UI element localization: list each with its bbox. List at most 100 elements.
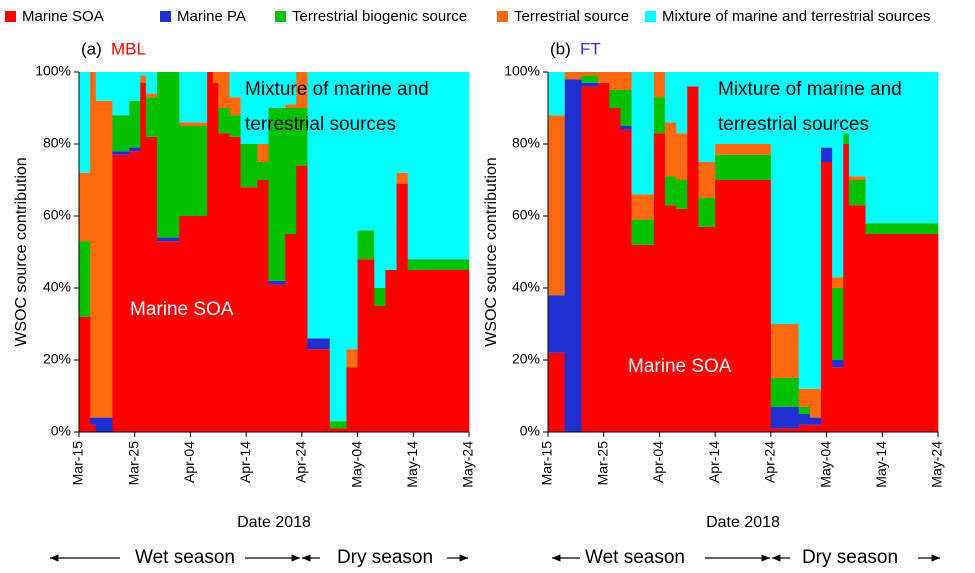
area-segment (770, 428, 800, 432)
area-segment (676, 133, 688, 180)
area-segment (620, 129, 632, 432)
legend-swatch (5, 11, 16, 22)
panel-label: (a) (81, 39, 102, 58)
area-segment (268, 280, 286, 285)
area-segment (770, 72, 800, 324)
area-segment (848, 180, 866, 206)
annotation: Mixture of marine and (245, 79, 429, 100)
area-segment (798, 406, 811, 414)
area-segment (665, 205, 677, 432)
area-segment (620, 90, 632, 126)
area-segment (112, 154, 130, 433)
area-segment (112, 151, 130, 155)
area-segment (329, 72, 347, 422)
area-segment (346, 367, 358, 432)
area-segment (770, 406, 800, 429)
y-tick-label: 20% (512, 351, 540, 367)
area-segment (798, 72, 811, 389)
area-segment (832, 277, 844, 288)
area-segment (112, 115, 130, 152)
legend-label: Mixture of marine and terrestrial source… (662, 8, 930, 25)
area-segment (865, 223, 939, 234)
area-segment (715, 72, 772, 144)
annotation: terrestrial sources (245, 114, 396, 135)
area-segment (357, 72, 375, 231)
x-tick-label: May-24 (929, 441, 945, 488)
area-segment (79, 172, 91, 242)
y-tick-label: 40% (512, 279, 540, 295)
y-axis-label: WSOC source contribution (13, 157, 30, 346)
area-segment (346, 349, 358, 368)
area-segment (129, 72, 141, 101)
x-tick-label: May-14 (873, 441, 889, 488)
area-segment (798, 388, 811, 407)
area-segment (285, 104, 297, 108)
area-segment (598, 82, 610, 433)
y-tick-label: 0% (520, 423, 540, 439)
area-segment (581, 86, 599, 433)
area-segment (296, 108, 308, 166)
area-segment (95, 417, 113, 432)
area-segment (698, 226, 716, 432)
area-segment (212, 72, 219, 83)
area-segment (79, 241, 91, 317)
area-segment (653, 72, 666, 98)
area-segment (385, 72, 397, 270)
area-segment (687, 72, 699, 87)
area-segment (296, 72, 308, 108)
area-segment (257, 180, 269, 432)
area-segment (665, 176, 677, 206)
area-segment (112, 72, 130, 116)
area-segment (609, 108, 621, 432)
area-segment (665, 72, 677, 123)
x-tick-label: Apr-24 (293, 441, 309, 483)
legend-label: Marine SOA (22, 8, 104, 25)
area-segment (179, 216, 208, 432)
area-segment (129, 147, 141, 152)
area-segment (715, 154, 772, 180)
area-segment (285, 108, 297, 234)
area-segment (548, 352, 566, 432)
x-tick-label: Apr-04 (650, 441, 666, 483)
legend-swatch (160, 11, 171, 22)
area-segment (145, 97, 158, 137)
area-segment (374, 288, 386, 306)
annotation: terrestrial sources (718, 114, 869, 135)
area-segment (676, 208, 688, 432)
panel-title: FT (580, 39, 601, 58)
area-segment (631, 72, 655, 195)
area-segment (848, 205, 866, 432)
legend-swatch (275, 11, 286, 22)
area-segment (809, 388, 822, 418)
area-segment (268, 284, 286, 432)
area-segment (268, 72, 286, 108)
area-segment (832, 367, 844, 432)
area-segment (620, 72, 632, 90)
area-segment (631, 194, 655, 220)
area-segment (396, 183, 409, 432)
area-segment (407, 72, 470, 260)
x-tick-label: Apr-14 (237, 441, 253, 483)
area-segment (268, 108, 286, 281)
area-segment (821, 162, 833, 432)
area-segment (698, 162, 716, 198)
area-segment (687, 86, 699, 433)
area-segment (832, 72, 844, 278)
area-segment (140, 72, 147, 76)
area-segment (129, 151, 141, 432)
area-segment (798, 424, 811, 432)
area-segment (620, 126, 632, 130)
area-segment (296, 165, 308, 432)
annotation: Mixture of marine and (718, 79, 902, 100)
area-segment (329, 421, 347, 429)
area-segment (631, 219, 655, 245)
area-segment (770, 324, 800, 378)
area-segment (548, 115, 566, 296)
x-tick-label: Apr-14 (706, 441, 722, 483)
area-segment (374, 72, 386, 288)
area-segment (865, 234, 939, 432)
legend-label: Terrestrial biogenic source (292, 8, 467, 25)
legend-swatch (497, 11, 508, 22)
y-tick-label: 0% (51, 423, 71, 439)
area-segment (90, 424, 97, 432)
